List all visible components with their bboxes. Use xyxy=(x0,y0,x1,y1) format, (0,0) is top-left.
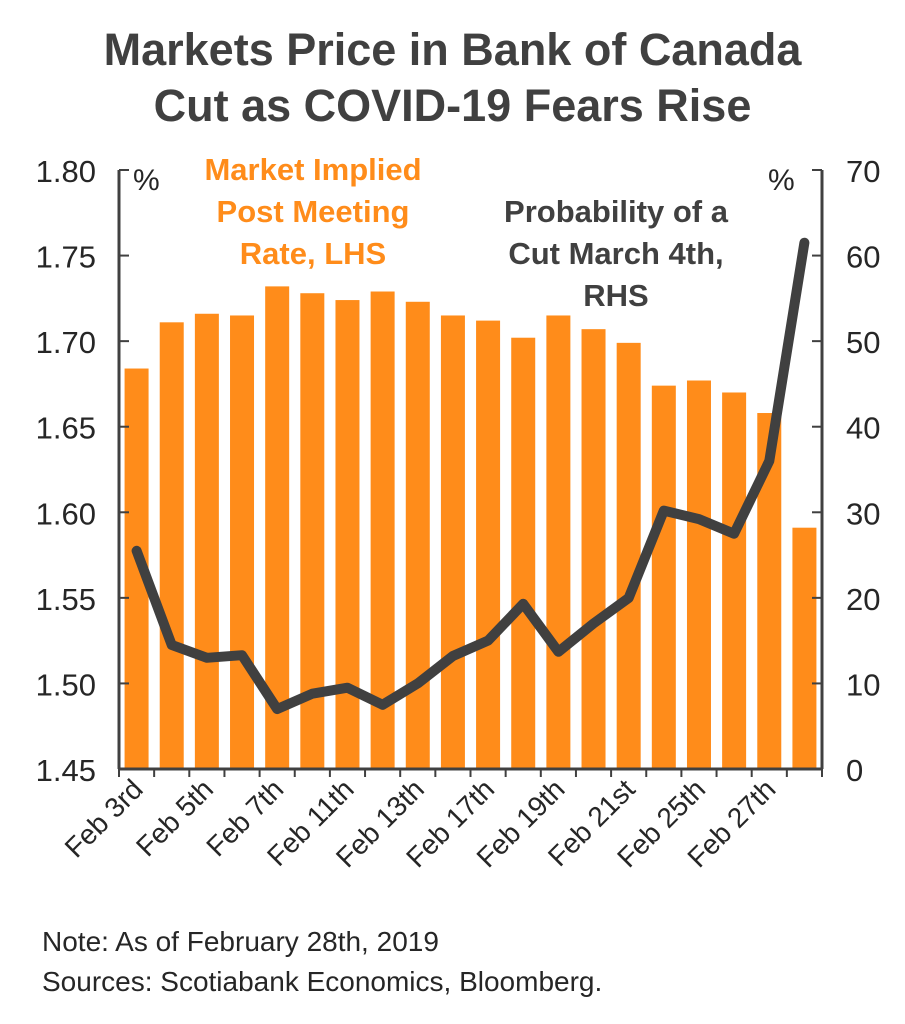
bar-3 xyxy=(230,315,255,769)
left-tick-label-2: 1.55 xyxy=(36,582,96,617)
bar-15 xyxy=(651,385,676,769)
bar-10 xyxy=(476,320,501,769)
line-series-label-line-2: RHS xyxy=(583,278,648,313)
bar-2 xyxy=(194,313,219,769)
right-tick-label-1: 10 xyxy=(846,667,880,702)
bar-11 xyxy=(511,337,536,769)
bar-14 xyxy=(616,342,641,769)
left-tick-label-6: 1.75 xyxy=(36,240,96,275)
bar-19 xyxy=(792,527,817,769)
right-tick-label-7: 70 xyxy=(846,154,880,189)
right-tick-label-2: 20 xyxy=(846,582,880,617)
line-series-label-line-1: Cut March 4th, xyxy=(508,236,723,271)
bar-6 xyxy=(335,300,360,769)
bar-series-label-line-1: Post Meeting xyxy=(217,194,410,229)
chart-title: Markets Price in Bank of Canada Cut as C… xyxy=(0,22,905,134)
right-unit-label: % xyxy=(768,164,795,197)
left-tick-label-4: 1.65 xyxy=(36,411,96,446)
line-series-label-line-0: Probability of a xyxy=(504,194,729,229)
right-tick-label-4: 40 xyxy=(846,411,880,446)
bar-17 xyxy=(722,392,747,769)
title-line-1: Markets Price in Bank of Canada xyxy=(103,24,802,75)
bar-13 xyxy=(581,329,606,769)
left-tick-label-3: 1.60 xyxy=(36,496,96,531)
right-tick-label-0: 0 xyxy=(846,753,863,788)
left-tick-label-1: 1.50 xyxy=(36,667,96,702)
bar-9 xyxy=(440,315,465,769)
left-tick-label-5: 1.70 xyxy=(36,325,96,360)
left-tick-label-7: 1.80 xyxy=(36,154,96,189)
chart-sources: Sources: Scotiabank Economics, Bloomberg… xyxy=(42,966,603,997)
probability-line xyxy=(131,237,810,715)
bar-12 xyxy=(546,315,571,769)
title-line-2: Cut as COVID-19 Fears Rise xyxy=(153,80,752,131)
bar-7 xyxy=(370,291,395,769)
right-tick-label-3: 30 xyxy=(846,496,880,531)
bar-8 xyxy=(405,301,430,769)
chart-note: Note: As of February 28th, 2019 xyxy=(42,926,439,957)
bar-series-label-line-2: Rate, LHS xyxy=(240,236,386,271)
bar-16 xyxy=(686,380,711,769)
x-tick-label-1: Feb 5th xyxy=(130,773,219,862)
right-tick-label-6: 60 xyxy=(846,240,880,275)
right-tick-label-5: 50 xyxy=(846,325,880,360)
left-unit-label: % xyxy=(133,164,160,197)
bar-1 xyxy=(159,322,184,769)
bar-series-label-line-0: Market Implied xyxy=(204,152,421,187)
left-tick-label-0: 1.45 xyxy=(36,753,96,788)
